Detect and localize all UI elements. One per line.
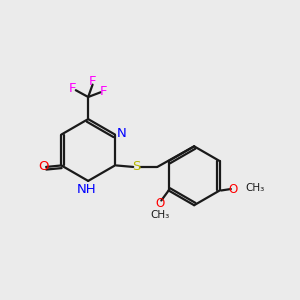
- Text: O: O: [155, 196, 164, 210]
- Text: CH₃: CH₃: [245, 183, 265, 194]
- Text: F: F: [89, 75, 96, 88]
- Text: NH: NH: [77, 183, 97, 196]
- Text: CH₃: CH₃: [150, 210, 170, 220]
- Text: O: O: [38, 160, 48, 173]
- Text: S: S: [132, 160, 140, 173]
- Text: F: F: [100, 85, 107, 98]
- Text: F: F: [69, 82, 76, 95]
- Text: O: O: [229, 182, 238, 196]
- Text: N: N: [116, 127, 126, 140]
